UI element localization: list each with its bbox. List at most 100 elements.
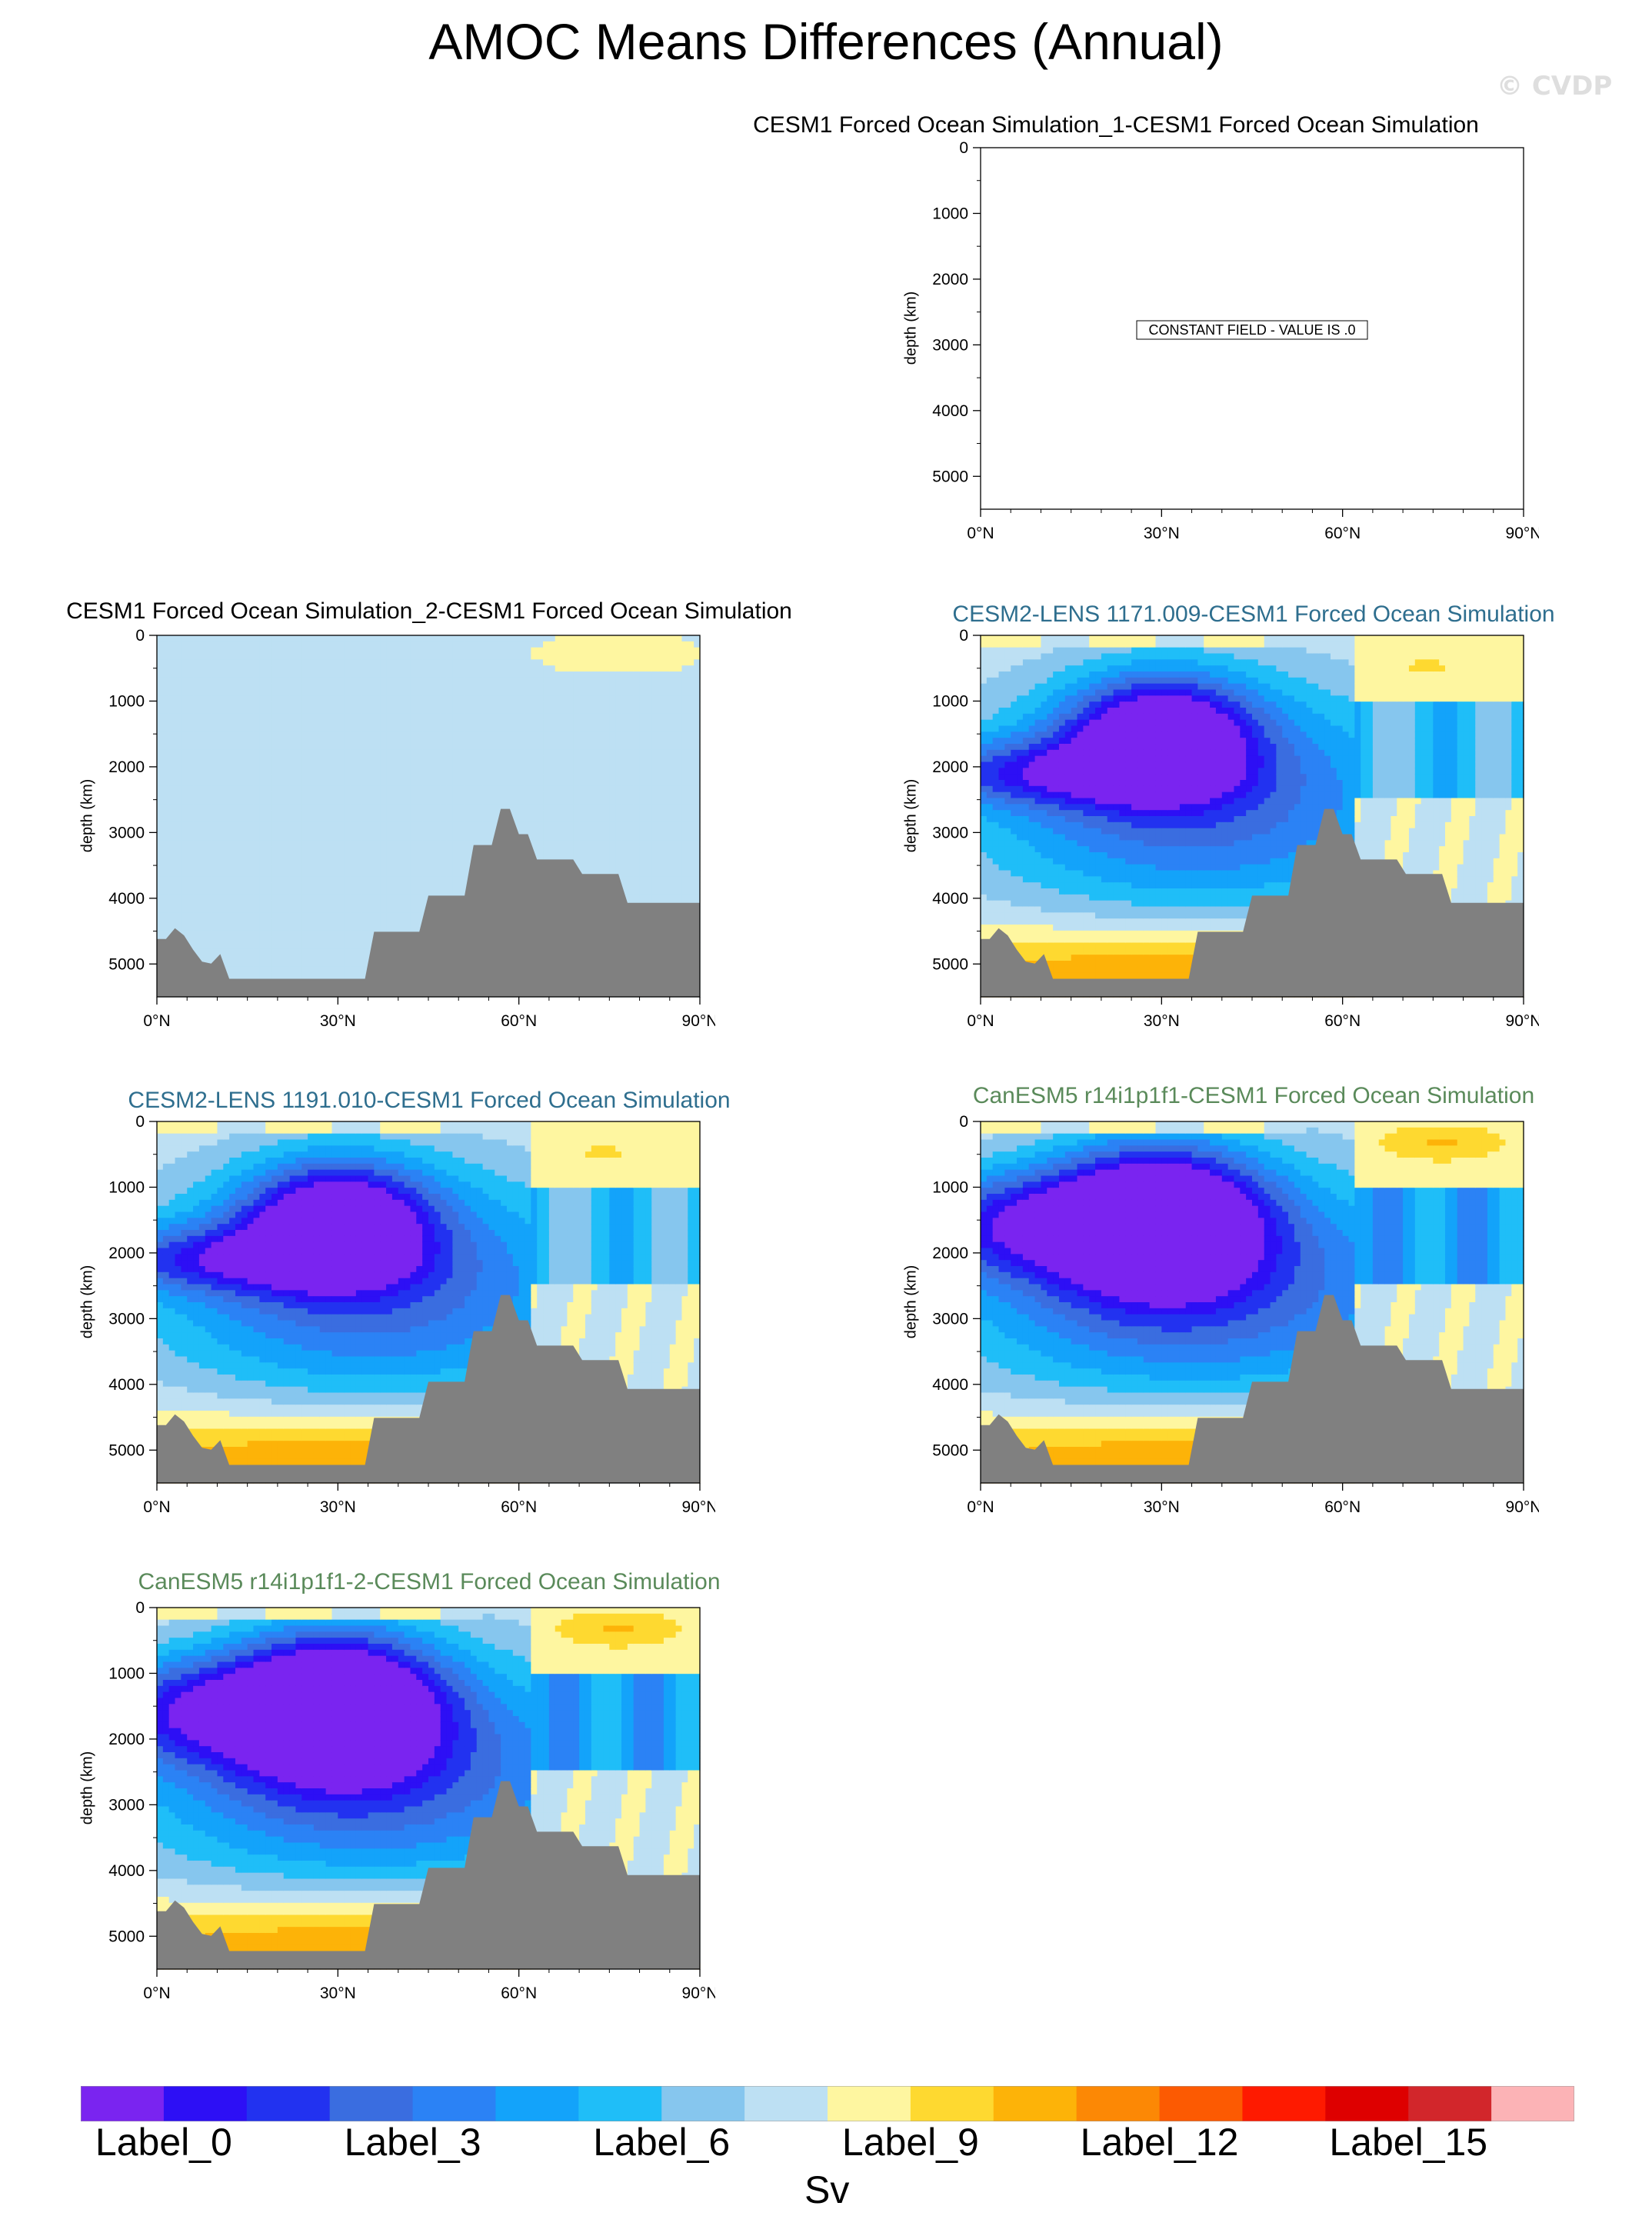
contour-cell xyxy=(205,894,212,901)
contour-cell xyxy=(398,761,405,768)
contour-cell xyxy=(338,683,345,691)
contour-cell xyxy=(591,840,598,847)
contour-cell xyxy=(512,791,520,799)
contour-cell xyxy=(452,804,459,811)
contour-cell xyxy=(235,942,242,949)
contour-cell xyxy=(187,719,194,727)
contour-cell xyxy=(283,738,291,745)
contour-cell xyxy=(277,858,285,865)
contour-cell xyxy=(555,659,562,666)
contour-cell xyxy=(344,942,351,949)
contour-cell xyxy=(271,936,278,944)
contour-cell xyxy=(325,708,333,715)
contour-cell xyxy=(211,785,218,793)
contour-cell xyxy=(361,840,369,847)
contour-cell xyxy=(440,671,448,678)
contour-cell xyxy=(235,719,242,727)
contour-cell xyxy=(211,659,218,666)
contour-cell xyxy=(308,798,315,805)
contour-cell xyxy=(452,798,459,805)
contour-cell xyxy=(488,816,495,823)
contour-cell xyxy=(193,864,200,871)
contour-cell xyxy=(175,647,182,655)
contour-cell xyxy=(434,821,441,829)
contour-cell xyxy=(361,725,369,732)
contour-cell xyxy=(531,744,538,751)
y-tick-label: 5000 xyxy=(932,468,968,485)
contour-cell xyxy=(217,936,224,944)
contour-cell xyxy=(567,780,574,787)
contour-cell xyxy=(211,725,218,732)
contour-cell xyxy=(561,768,568,775)
contour-cell xyxy=(235,858,242,865)
contour-cell xyxy=(235,852,242,859)
contour-cell xyxy=(386,677,393,685)
contour-cell xyxy=(247,665,255,672)
contour-cell xyxy=(482,653,490,660)
contour-cell xyxy=(211,828,218,835)
contour-cell xyxy=(229,755,236,763)
contour-cell xyxy=(537,695,544,702)
contour-cell xyxy=(597,761,605,768)
contour-cell xyxy=(162,918,170,925)
contour-cell xyxy=(495,738,501,745)
contour-cell xyxy=(434,785,441,793)
contour-cell xyxy=(374,894,381,901)
contour-cell xyxy=(537,821,544,829)
contour-cell xyxy=(217,665,224,672)
contour-cell xyxy=(283,798,291,805)
contour-cell xyxy=(531,785,538,793)
contour-cell xyxy=(308,677,315,685)
contour-cell xyxy=(265,689,272,696)
contour-cell xyxy=(265,966,272,974)
contour-cell xyxy=(198,719,206,727)
contour-cell xyxy=(458,738,465,745)
contour-cell xyxy=(555,840,562,847)
contour-cell xyxy=(585,744,592,751)
contour-cell xyxy=(162,828,170,835)
contour-cell xyxy=(525,816,531,823)
contour-cell xyxy=(591,870,598,877)
contour-cell xyxy=(398,828,405,835)
contour-cell xyxy=(283,906,291,913)
contour-cell xyxy=(495,713,501,721)
contour-cell xyxy=(615,635,622,642)
contour-cell xyxy=(633,864,641,871)
contour-cell xyxy=(621,876,628,883)
contour-cell xyxy=(428,749,435,757)
contour-cell xyxy=(398,846,405,853)
contour-cell xyxy=(259,647,266,655)
contour-cell xyxy=(350,840,357,847)
contour-cell xyxy=(416,864,423,871)
contour-cell xyxy=(162,834,170,841)
contour-cell xyxy=(597,647,605,655)
contour-cell xyxy=(277,821,285,829)
colorbar-swatch xyxy=(495,2086,579,2121)
contour-cell xyxy=(518,659,526,666)
contour-cell xyxy=(325,798,333,805)
contour-cell xyxy=(175,731,182,738)
contour-cell xyxy=(591,713,598,721)
contour-cell xyxy=(211,749,218,757)
contour-cell xyxy=(175,870,182,877)
contour-cell xyxy=(162,821,170,829)
contour-cell xyxy=(368,647,375,655)
contour-cell xyxy=(525,755,531,763)
contour-cell xyxy=(404,725,411,732)
contour-cell xyxy=(428,725,435,732)
contour-cell xyxy=(301,846,308,853)
contour-cell xyxy=(361,955,369,961)
contour-cell xyxy=(313,635,321,642)
contour-cell xyxy=(597,677,605,685)
contour-cell xyxy=(386,925,393,931)
contour-cell xyxy=(591,834,598,841)
contour-cell xyxy=(398,791,405,799)
contour-cell xyxy=(506,677,514,685)
contour-cell xyxy=(561,725,568,732)
contour-cell xyxy=(531,804,538,811)
contour-cell xyxy=(380,816,387,823)
contour-cell xyxy=(374,900,381,908)
contour-cell xyxy=(416,768,423,775)
contour-cell xyxy=(465,821,471,829)
contour-cell xyxy=(229,821,236,829)
